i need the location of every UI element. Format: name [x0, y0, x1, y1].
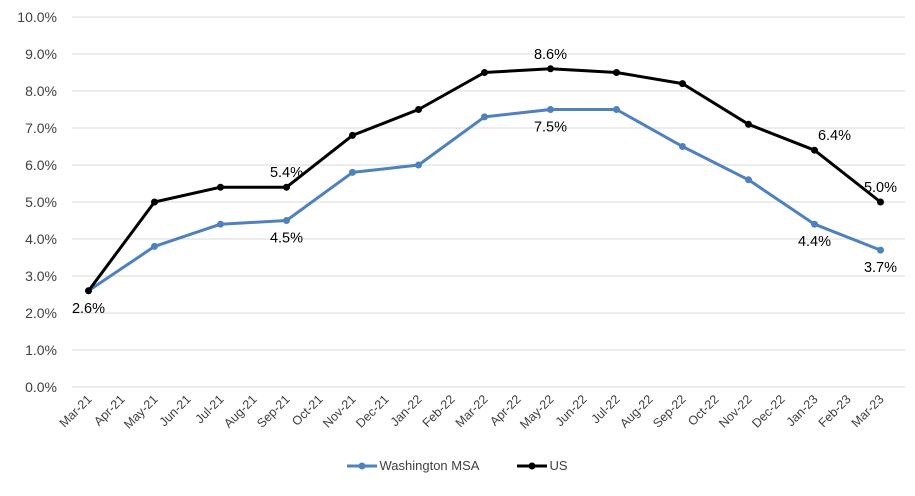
data-label: 7.5% — [534, 120, 567, 136]
legend-marker-washington — [347, 462, 378, 469]
x-tick-label: Mar-23 — [849, 392, 887, 430]
y-tick-label: 6.0% — [25, 157, 57, 173]
x-tick-label: May-21 — [121, 392, 160, 431]
series-line-washington — [87, 108, 882, 293]
x-tick-label: Jan-23 — [784, 392, 821, 429]
y-tick-label: 0.0% — [25, 379, 57, 395]
data-point — [811, 146, 818, 154]
data-point — [217, 183, 224, 191]
x-tick-label: May-22 — [517, 392, 556, 431]
data-label: 4.4% — [798, 234, 831, 250]
x-tick-label: Jan-22 — [388, 392, 425, 429]
legend-marker-us — [517, 462, 548, 469]
x-tick-label: Feb-22 — [420, 392, 458, 430]
data-label: 5.4% — [270, 165, 303, 181]
data-point — [547, 65, 554, 73]
data-label: 6.4% — [818, 128, 851, 144]
x-tick-label: Oct-21 — [289, 392, 325, 428]
legend-item-us: US — [517, 458, 568, 473]
line-chart: 0.0% 1.0% 2.0% 3.0% 4.0% 5.0% 6.0% 7.0% 8.0% 9.0%… — [17, 9, 905, 432]
x-tick-label: Mar-22 — [453, 392, 491, 430]
y-tick-label: 5.0% — [25, 194, 57, 210]
data-point — [349, 168, 356, 176]
data-point — [481, 69, 488, 76]
y-tick-label: 9.0% — [25, 46, 57, 62]
y-tick-label: 7.0% — [25, 120, 57, 136]
data-point — [811, 220, 818, 228]
legend-label: US — [549, 458, 568, 473]
data-point — [283, 217, 290, 224]
x-tick-label: Dec-22 — [749, 392, 787, 430]
x-tick-label: Feb-23 — [816, 392, 854, 430]
x-tick-label: Sep-21 — [254, 392, 292, 430]
x-tick-label: Aug-21 — [221, 392, 259, 430]
y-tick-label: 4.0% — [25, 231, 57, 247]
legend-label: Washington MSA — [379, 458, 480, 473]
x-tick-label: Sep-22 — [650, 392, 688, 430]
data-point — [85, 287, 92, 295]
x-tick-label: Nov-22 — [716, 392, 754, 430]
data-point — [679, 143, 686, 150]
data-point — [613, 106, 620, 113]
data-label: 5.0% — [864, 180, 897, 196]
data-point — [151, 242, 158, 250]
x-tick-label: Oct-22 — [685, 392, 721, 428]
data-point — [217, 220, 224, 228]
x-tick-label: Nov-21 — [320, 392, 358, 430]
data-point — [745, 120, 752, 128]
x-tick-label: Dec-21 — [353, 392, 391, 430]
data-point — [877, 246, 884, 254]
data-point — [679, 80, 686, 88]
data-point — [283, 183, 290, 191]
data-point — [151, 198, 158, 206]
data-label: 4.5% — [270, 231, 303, 247]
x-tick-label: Mar-21 — [57, 392, 95, 430]
data-point — [415, 106, 422, 113]
data-label: 2.6% — [72, 301, 105, 317]
legend-item-washington: Washington MSA — [347, 458, 479, 473]
x-tick-label: Jun-22 — [553, 392, 590, 429]
y-tick-label: 10.0% — [17, 9, 57, 25]
x-tick-label: Aug-22 — [617, 392, 655, 430]
data-label: 3.7% — [864, 260, 897, 276]
data-point — [745, 176, 752, 184]
y-tick-label: 8.0% — [25, 83, 57, 99]
data-point — [877, 198, 884, 206]
data-point — [613, 69, 620, 76]
data-label: 8.6% — [534, 47, 567, 63]
data-point — [415, 161, 422, 169]
series-line-us — [87, 67, 882, 292]
x-tick-label: Jun-21 — [157, 392, 194, 429]
legend: Washington MSA US — [0, 458, 915, 473]
y-tick-label: 3.0% — [25, 268, 57, 284]
data-point — [349, 131, 356, 139]
y-tick-label: 2.0% — [25, 305, 57, 321]
data-point — [547, 106, 554, 113]
data-point — [481, 113, 488, 121]
y-tick-label: 1.0% — [25, 342, 57, 358]
